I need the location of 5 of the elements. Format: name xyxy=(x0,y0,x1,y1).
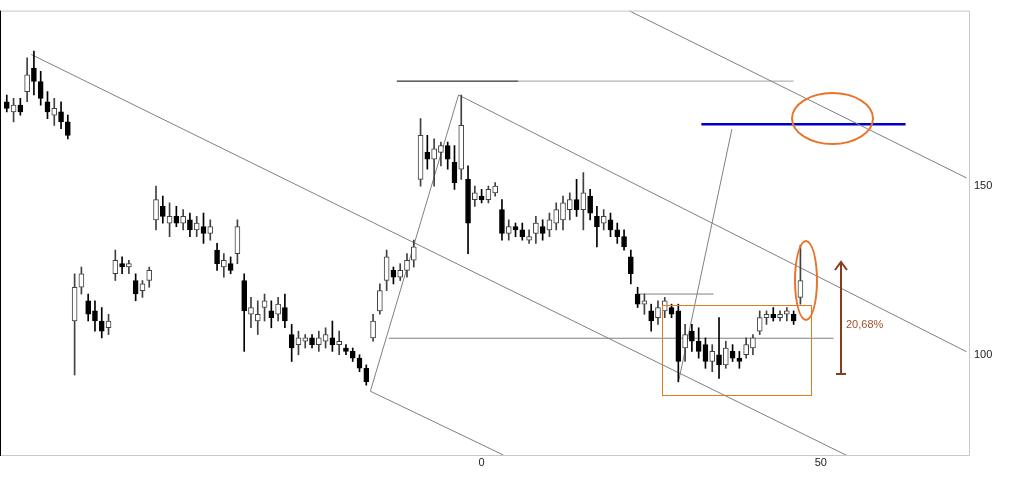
y-tick-label: 100 xyxy=(974,347,993,360)
x-tick-label: 0 xyxy=(478,455,485,468)
annotation: 20,68% xyxy=(846,318,884,330)
x-tick-label: 50 xyxy=(814,455,827,468)
y-tick-label: 150 xyxy=(974,179,993,192)
